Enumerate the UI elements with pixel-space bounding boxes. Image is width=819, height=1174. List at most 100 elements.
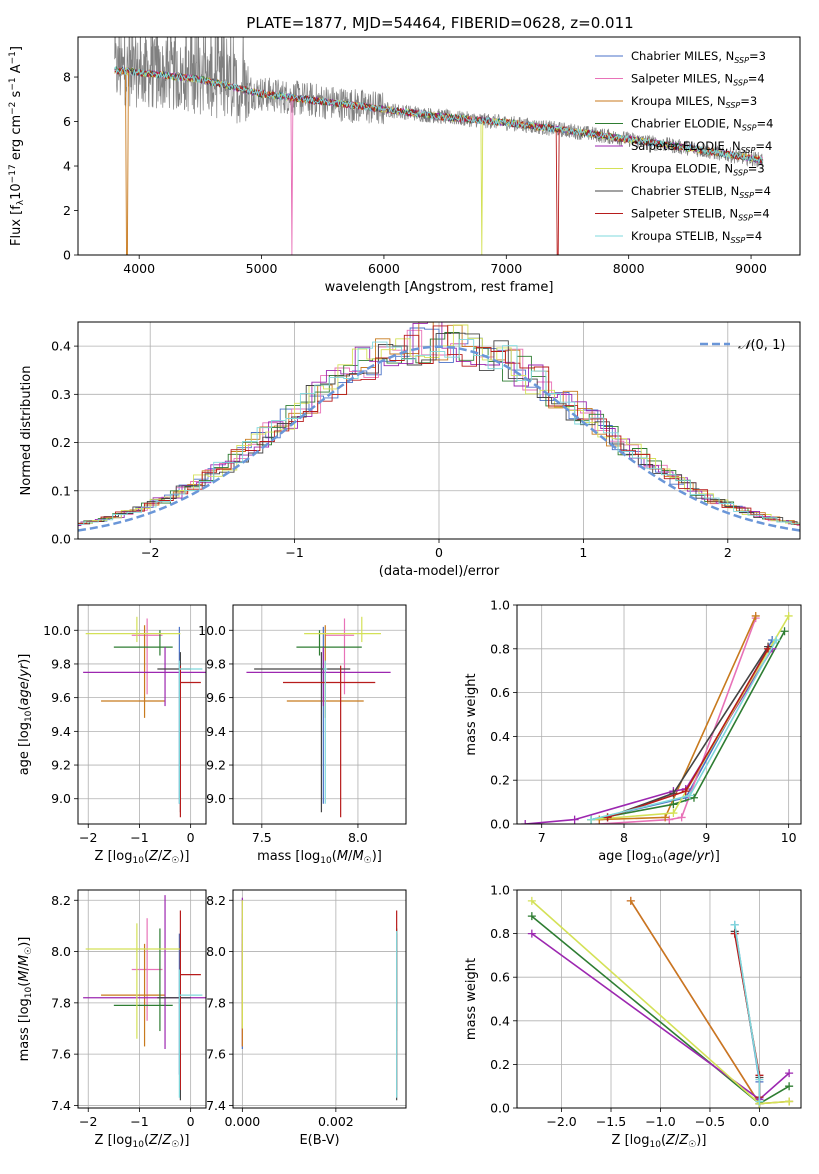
spectrum-ytick-label-4: 8 bbox=[63, 70, 71, 85]
legend-label-8: Kroupa STELIB, NSSP=4 bbox=[631, 229, 762, 245]
weight_vs_Z-marker-8-1 bbox=[755, 1075, 764, 1084]
mass_vs_Z-ytick-label-2: 7.8 bbox=[51, 995, 71, 1010]
figure-title: PLATE=1877, MJD=54464, FIBERID=0628, z=0… bbox=[246, 14, 633, 32]
weight_vs_age-series-7 bbox=[607, 648, 769, 819]
mass_vs_ebv-xlabel: E(B-V) bbox=[299, 1133, 339, 1148]
weight_vs_Z-lines bbox=[527, 896, 794, 1108]
weight_vs_Z-marker-8-0 bbox=[730, 920, 739, 929]
age_vs_mass-point-8 bbox=[323, 660, 328, 804]
weight_vs_age-marker-3-3 bbox=[780, 627, 789, 636]
mass_vs_ebv-frame bbox=[232, 889, 407, 1109]
age_vs_Z-xtick-label-0: −2 bbox=[79, 830, 97, 845]
legend-label-1: Salpeter MILES, NSSP=4 bbox=[631, 72, 765, 88]
residuals-xtick-label-3: 1 bbox=[579, 545, 587, 560]
mass_vs_ebv-ytick-label-2: 7.8 bbox=[206, 995, 226, 1010]
weight_vs_age-xtick-label-0: 7 bbox=[538, 830, 546, 845]
mass_vs_Z-ylabel: mass [log10(M/M☉)] bbox=[17, 937, 34, 1062]
weight_vs_age-marker-5-2 bbox=[784, 611, 793, 620]
residuals-xtick-label-4: 2 bbox=[724, 545, 732, 560]
mass_vs_ebv-ytick-label-3: 8.0 bbox=[206, 944, 226, 959]
residuals-frame bbox=[77, 321, 801, 540]
legend-label-2: Kroupa MILES, NSSP=3 bbox=[631, 94, 757, 110]
residuals-ytick-label-1: 0.1 bbox=[51, 483, 71, 498]
weight_vs_Z-ylabel: mass weight bbox=[464, 958, 479, 1040]
weight_vs_Z-marker-5-2 bbox=[785, 1097, 794, 1106]
age_vs_Z-ylabel: age [log10(age/yr)] bbox=[17, 654, 34, 776]
spectrum-frame bbox=[77, 36, 801, 256]
legend-label-6: Chabrier STELIB, NSSP=4 bbox=[631, 184, 771, 200]
spectrum-ytick-label-2: 4 bbox=[63, 159, 71, 174]
legend-label-0: Chabrier MILES, NSSP=3 bbox=[631, 49, 766, 65]
age_vs_Z-point-7 bbox=[179, 665, 201, 818]
age_vs_mass-ytick-label-5: 10.0 bbox=[198, 623, 226, 638]
age_vs_Z-xtick-label-1: −1 bbox=[130, 830, 148, 845]
mass_vs_Z-ytick-label-1: 7.6 bbox=[51, 1047, 71, 1062]
mass_vs_Z-point-2 bbox=[101, 943, 166, 1047]
age_vs_Z-frame bbox=[77, 604, 207, 825]
age_vs_Z-ytick-label-4: 9.8 bbox=[51, 656, 71, 671]
legend-label-3: Chabrier ELODIE, NSSP=4 bbox=[631, 117, 773, 133]
weight_vs_age-xlabel: age [log10(age/yr)] bbox=[598, 849, 720, 866]
weight_vs_age-marker-8-1 bbox=[685, 791, 694, 800]
weight_vs_age-marker-1-1 bbox=[665, 815, 674, 824]
age_vs_mass-point-3 bbox=[296, 630, 362, 656]
spectrum-xlabel: wavelength [Angstrom, rest frame] bbox=[325, 280, 554, 295]
age_vs_mass-xtick-label-0: 7.5 bbox=[252, 830, 272, 845]
weight_vs_age-marker-2-2 bbox=[751, 611, 760, 620]
age_vs_mass-point-5 bbox=[304, 616, 382, 643]
spectrum-model-line-8 bbox=[114, 65, 764, 165]
age_vs_Z-point-2 bbox=[101, 625, 166, 718]
spectrum-xtick-label-1: 5000 bbox=[246, 261, 278, 276]
mass_vs_Z-xtick-label-2: 0 bbox=[187, 1114, 195, 1129]
residuals-ytick-label-4: 0.4 bbox=[51, 339, 71, 354]
age_vs_Z-point-3 bbox=[113, 630, 173, 656]
age_vs_mass-point-4 bbox=[246, 647, 391, 707]
weight_vs_Z-xtick-label-2: −1.0 bbox=[645, 1114, 675, 1129]
mass_vs_Z-frame bbox=[77, 889, 207, 1109]
weight_vs_age-marker-8-2 bbox=[772, 636, 781, 645]
age_vs_mass-ytick-label-4: 9.8 bbox=[206, 656, 226, 671]
mass_vs_Z-xtick-label-0: −2 bbox=[79, 1114, 97, 1129]
weight_vs_Z-ytick-label-4: 0.8 bbox=[490, 926, 510, 941]
weight_vs_age-series-3 bbox=[590, 630, 786, 821]
weight_vs_age-ytick-label-2: 0.4 bbox=[490, 729, 510, 744]
weight_vs_Z-axes: −2.0 −1.5 −1.0 −0.5 0.0 0.0 0.2 0.4 0.6 0.8 1.0 mas… bbox=[464, 883, 802, 1150]
spectrum-xtick-label-4: 8000 bbox=[613, 261, 645, 276]
weight_vs_age-xtick-label-3: 10 bbox=[781, 830, 797, 845]
residuals-ytick-label-3: 0.3 bbox=[51, 387, 71, 402]
residuals-xtick-label-2: 0 bbox=[435, 545, 443, 560]
weight_vs_age-frame bbox=[516, 604, 802, 825]
spectrum-xtick-label-2: 6000 bbox=[368, 261, 400, 276]
mass_vs_Z-point-3 bbox=[113, 928, 173, 1032]
weight_vs_age-marker-4-0 bbox=[521, 820, 530, 824]
weight_vs_Z-marker-7-0 bbox=[730, 929, 739, 938]
weight_vs_age-marker-8-0 bbox=[587, 815, 596, 824]
mass_vs_Z-ytick-label-0: 7.4 bbox=[51, 1098, 71, 1113]
residuals-axes: −2 −1 0 1 2 0.0 0.1 0.2 0.3 0.4 (data-model)/error… bbox=[19, 321, 801, 579]
spectrum-ylabel: Flux [fλ10−17 erg cm−2 s−1 A−1] bbox=[8, 46, 26, 246]
mass_vs_Z-point-6 bbox=[157, 933, 191, 1101]
age_vs_Z-errorbars bbox=[83, 616, 206, 818]
weight_vs_Z-marker-4-0 bbox=[527, 929, 536, 938]
residual-hist-0 bbox=[78, 327, 800, 524]
weight_vs_age-ylabel: mass weight bbox=[464, 673, 479, 755]
age_vs_mass-xlabel: mass [log10(M/M☉)] bbox=[257, 849, 382, 866]
residuals-xtick-label-1: −1 bbox=[285, 545, 303, 560]
mass_vs_ebv-errorbars bbox=[241, 897, 398, 1101]
residual-hist-2 bbox=[78, 322, 800, 524]
weight_vs_Z-xtick-label-0: −2.0 bbox=[546, 1114, 576, 1129]
age_vs_mass-errorbars bbox=[246, 616, 391, 818]
weight_vs_Z-xtick-label-1: −1.5 bbox=[596, 1114, 626, 1129]
spectrum-xtick-label-3: 7000 bbox=[490, 261, 522, 276]
residual-hist-3 bbox=[78, 332, 800, 525]
normal-reference-curve bbox=[78, 345, 800, 532]
mass_vs_Z-axes: −2 −1 0 7.4 7.6 7.8 8.0 8.2 Z [log10(Z/Z☉)] mass … bbox=[17, 889, 207, 1150]
mass_vs_Z-xtick-label-1: −1 bbox=[130, 1114, 148, 1129]
weight_vs_age-marker-2-1 bbox=[661, 813, 670, 822]
age_vs_Z-xlabel: Z [log10(Z/Z☉)] bbox=[95, 849, 190, 866]
mass_vs_Z-ytick-label-4: 8.2 bbox=[51, 893, 71, 908]
weight_vs_age-marker-3-1 bbox=[669, 800, 678, 809]
spectrum-xtick-label-0: 4000 bbox=[123, 261, 155, 276]
